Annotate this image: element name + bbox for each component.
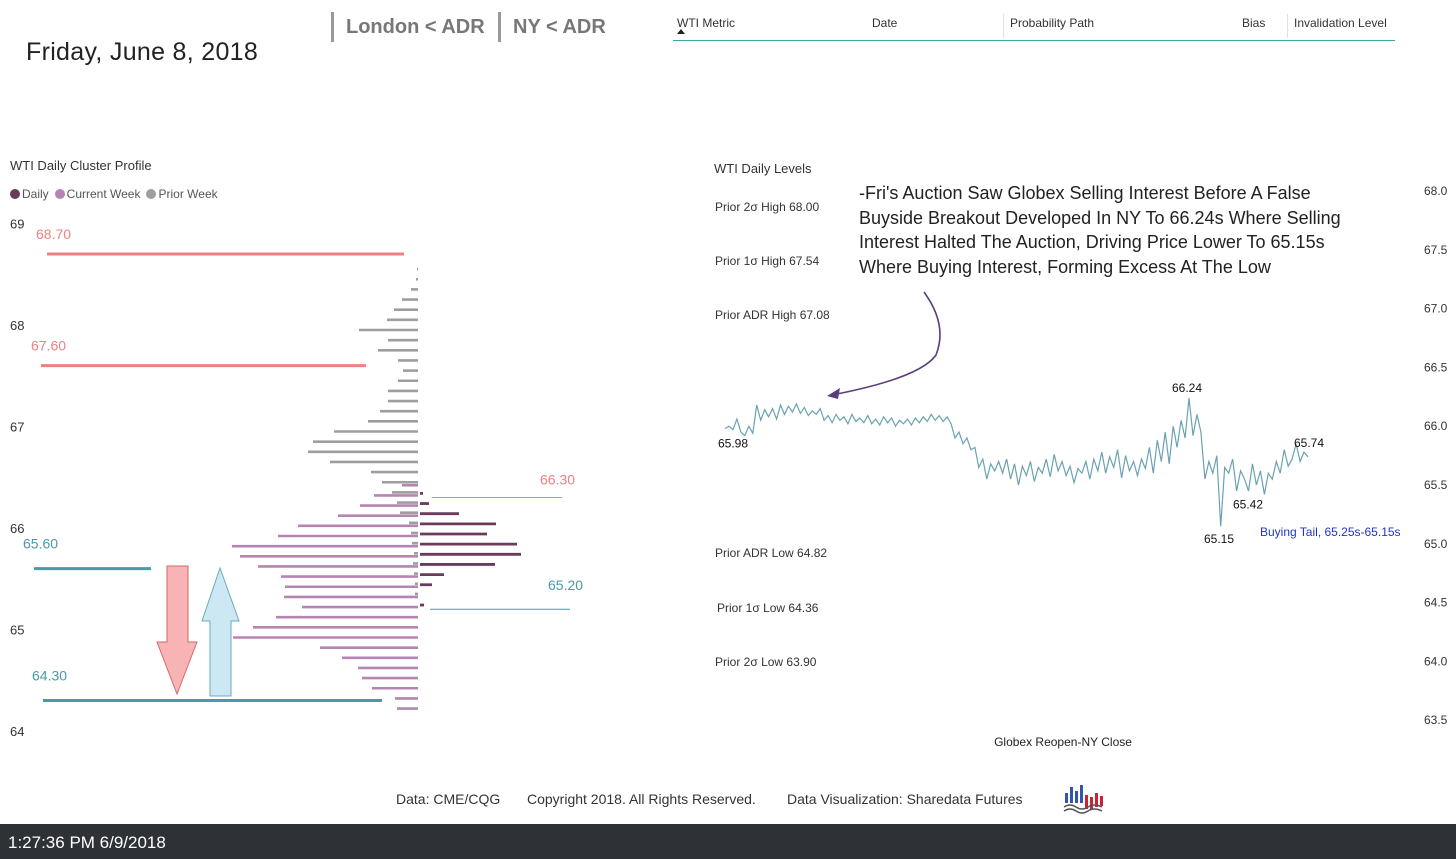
buying-tail-label: Buying Tail, 65.25s-65.15s: [1260, 525, 1401, 539]
x-axis-label: Globex Reopen-NY Close: [994, 735, 1132, 749]
sharedata-logo-icon: [1063, 785, 1103, 814]
y-tick-label: 68: [10, 318, 24, 333]
footer-copyright: Copyright 2018. All Rights Reserved.: [527, 791, 756, 807]
button-divider: [498, 12, 501, 42]
button-divider: [331, 12, 334, 42]
ny-adr-button[interactable]: NY < ADR: [498, 12, 606, 42]
cluster-profile-title: WTI Daily Cluster Profile: [10, 158, 152, 173]
y-tick-label: 64.0: [1424, 654, 1448, 668]
col-bias[interactable]: Bias: [1242, 16, 1266, 30]
y-tick-label: 65.0: [1424, 537, 1448, 551]
price-annotation: 65.98: [718, 437, 748, 451]
price-annotation: 65.15: [1204, 532, 1234, 546]
y-tick-label: 68.0: [1424, 184, 1448, 198]
y-tick-label: 64: [10, 724, 24, 739]
reference-label: 68.70: [36, 226, 71, 242]
reference-label: 64.30: [32, 668, 67, 684]
london-adr-label: London < ADR: [346, 15, 485, 38]
annotation-arrow-line: [831, 291, 941, 396]
level-prior-adr-low: Prior ADR Low 64.82: [715, 546, 828, 560]
london-adr-button[interactable]: London < ADR: [331, 12, 485, 42]
status-timestamp: 1:27:36 PM 6/9/2018: [8, 833, 166, 852]
footer-credit: Data Visualization: Sharedata Futures: [787, 791, 1023, 807]
legend-dot-icon: [54, 189, 65, 199]
levels-title: WTI Daily Levels: [714, 161, 812, 176]
col-probability-path[interactable]: Probability Path: [1010, 16, 1095, 30]
price-annotation: 65.42: [1233, 497, 1263, 511]
down-arrow-icon: [156, 565, 198, 696]
auction-annotation: -Fri's Auction Saw Globex Selling Intere…: [859, 183, 1341, 277]
y-tick-label: 67.0: [1424, 302, 1448, 316]
level-prior-2s-low: Prior 2σ Low 63.90: [715, 655, 817, 669]
legend-daily[interactable]: Daily: [10, 187, 49, 201]
reference-label: 65.60: [23, 536, 58, 552]
price-annotation: 66.24: [1172, 381, 1202, 395]
cluster-legend: Daily Current Week Prior Week: [10, 187, 218, 201]
legend-dot-icon: [10, 189, 20, 199]
col-date[interactable]: Date: [872, 16, 898, 30]
reference-label: 65.20: [548, 577, 583, 593]
y-tick-label: 67: [10, 420, 24, 435]
arrow-head-icon: [827, 388, 840, 399]
cluster-profile-chart: 69 68 67 66 65 64 68.70 67.60 66.30 65.60 65.20 64.…: [10, 217, 583, 740]
up-arrow-icon: [201, 566, 240, 697]
y-tick-label: 64.5: [1424, 596, 1448, 610]
y-tick-label: 65.5: [1424, 478, 1448, 492]
legend-prior-week[interactable]: Prior Week: [146, 187, 218, 201]
y-tick-label: 69: [10, 217, 24, 232]
level-prior-adr-high: Prior ADR High 67.08: [715, 308, 830, 322]
footer-source: Data: CME/CQG: [396, 791, 501, 807]
metrics-table-header: WTI Metric Date Probability Path Bias In…: [673, 10, 1395, 41]
column-divider: [1003, 14, 1004, 38]
status-bar: 1:27:36 PM 6/9/2018: [0, 824, 1456, 859]
col-wti-metric[interactable]: WTI Metric: [677, 16, 735, 30]
page-title: Friday, June 8, 2018: [26, 38, 259, 66]
sort-asc-icon[interactable]: [677, 29, 685, 34]
price-series-line: [724, 397, 1309, 527]
ny-adr-label: NY < ADR: [513, 15, 606, 38]
y-tick-label: 66.5: [1424, 360, 1448, 374]
legend-dot-icon: [146, 189, 157, 199]
levels-line-chart: 68.0 67.5 67.0 66.5 66.0 65.5 65.0 64.5 64.0 63.5…: [718, 184, 1448, 749]
y-tick-label: 66: [10, 521, 24, 536]
y-tick-label: 65: [10, 623, 24, 638]
level-prior-1s-high: Prior 1σ High 67.54: [715, 254, 820, 268]
legend-current-week[interactable]: Current Week: [54, 187, 140, 201]
col-invalidation-level[interactable]: Invalidation Level: [1294, 16, 1387, 30]
y-tick-label: 67.5: [1424, 243, 1448, 257]
y-tick-label: 63.5: [1424, 713, 1448, 727]
level-prior-1s-low: Prior 1σ Low 64.36: [717, 601, 819, 615]
reference-label: 66.30: [540, 472, 575, 488]
price-annotation: 65.74: [1294, 436, 1324, 450]
column-divider: [1287, 14, 1288, 38]
y-tick-label: 66.0: [1424, 419, 1448, 433]
level-prior-2s-high: Prior 2σ High 68.00: [715, 200, 820, 214]
reference-label: 67.60: [31, 338, 66, 354]
